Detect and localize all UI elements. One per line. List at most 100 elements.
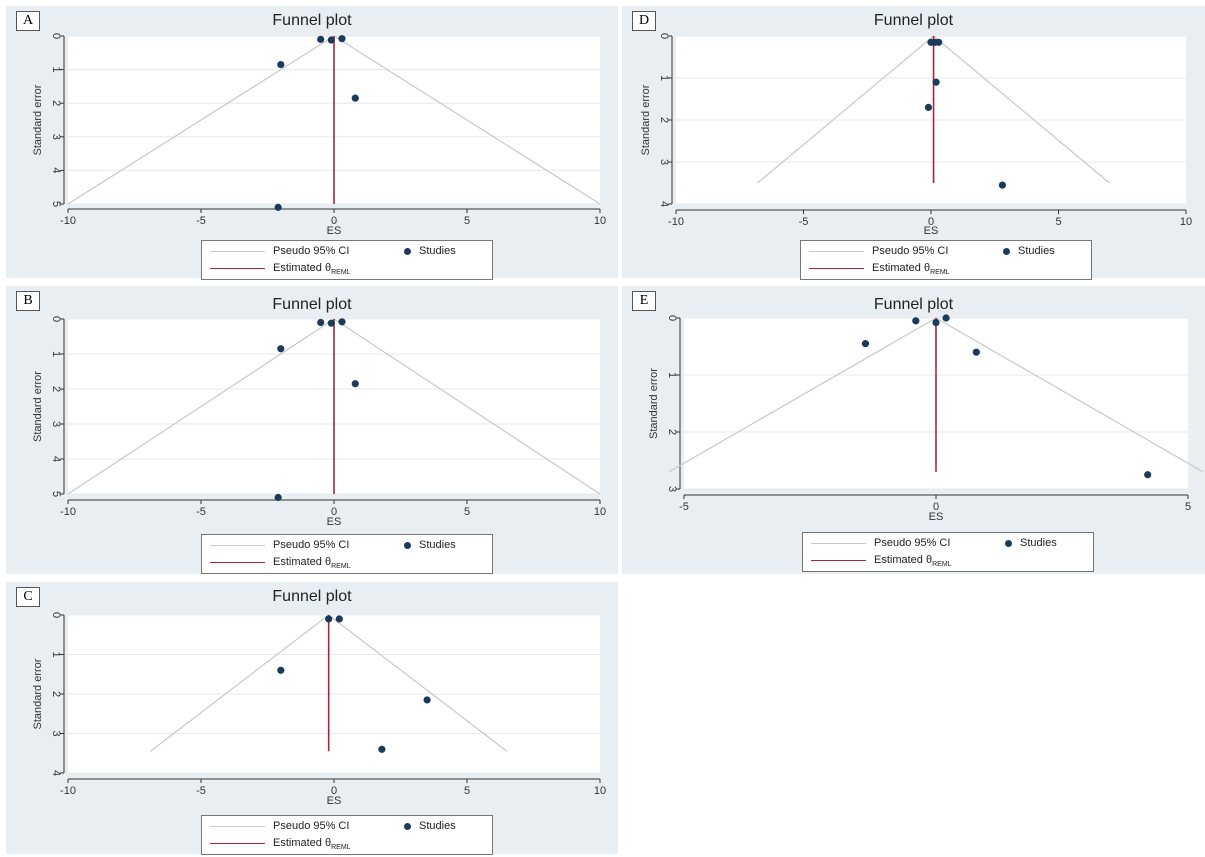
legend-ci-label: Pseudo 95% CI — [273, 539, 350, 551]
x-axis-label: ES — [327, 225, 342, 237]
x-tick-label: 10 — [594, 215, 606, 227]
legend-ci-label: Pseudo 95% CI — [273, 245, 350, 257]
legend-ci-swatch — [811, 542, 866, 544]
funnel-plot-svg: 0 1 2 3 4 Standard error -10 -5 0 5 10 ES — [32, 612, 606, 807]
legend-estimate-subscript: REML — [932, 561, 952, 569]
study-point — [327, 319, 335, 327]
legend-ci-label: Pseudo 95% CI — [872, 245, 949, 257]
x-axis-label: ES — [929, 511, 944, 523]
y-tick-label: 1 — [658, 75, 670, 81]
ci-line-right — [333, 35, 601, 205]
x-tick-label: 5 — [1055, 216, 1061, 228]
y-axis-label: Standard error — [648, 368, 660, 439]
study-point — [277, 345, 285, 353]
funnel-panel-d: D Funnel plot 0 1 2 3 4 Standard error -10 -5 0 5… — [622, 6, 1205, 280]
y-tick-label: 5 — [50, 201, 62, 207]
x-tick-label: 5 — [464, 506, 470, 518]
study-point — [274, 203, 282, 211]
x-tick-label: 10 — [594, 506, 606, 518]
legend-estimate-swatch — [210, 267, 265, 269]
study-point — [338, 318, 346, 326]
funnel-panel-c: C Funnel plot 0 1 2 3 4 Standard error -10 -5 0 5… — [6, 582, 618, 855]
funnel-panel-b: B Funnel plot 0 1 2 3 4 5 Standard error -10 -5 0… — [6, 286, 618, 574]
panel-letter: E — [632, 291, 656, 311]
legend: Pseudo 95% CI Studies Estimated θREML — [201, 240, 493, 280]
study-point — [998, 181, 1006, 189]
legend-ci-entry: Pseudo 95% CI — [809, 244, 948, 258]
panel-letter: A — [16, 11, 40, 31]
legend-estimate-swatch — [210, 561, 265, 563]
legend-studies-entry: Studies — [404, 538, 456, 552]
y-tick-label: 4 — [50, 167, 62, 173]
y-tick-label: 0 — [658, 33, 670, 39]
panel-letter: D — [632, 11, 656, 31]
legend-estimate-entry: Estimated θREML — [210, 836, 351, 855]
legend: Pseudo 95% CI Studies Estimated θREML — [201, 534, 493, 574]
study-point — [924, 103, 933, 111]
chart-title: Funnel plot — [272, 12, 352, 29]
legend-estimate-label: Estimated θ — [273, 556, 332, 568]
legend-ci-label: Pseudo 95% CI — [874, 537, 951, 549]
y-axis-label: Standard error — [32, 658, 44, 729]
study-point — [277, 666, 285, 674]
legend-studies-marker — [1003, 247, 1010, 255]
legend-studies-label: Studies — [419, 245, 456, 257]
study-point — [932, 78, 940, 86]
study-point — [317, 35, 325, 43]
study-point — [351, 380, 359, 388]
chart-title: Funnel plot — [272, 588, 352, 605]
study-point — [327, 36, 335, 44]
legend-studies-marker — [1005, 539, 1012, 547]
y-tick-label: 3 — [658, 159, 670, 165]
panel-letter: C — [16, 587, 40, 607]
x-tick-label: -5 — [679, 501, 689, 513]
x-tick-label: -10 — [60, 215, 76, 227]
x-tick-label: 0 — [933, 501, 939, 513]
panel-letter: B — [16, 291, 40, 311]
legend-studies-marker — [404, 541, 411, 549]
ci-line-left — [67, 35, 335, 205]
study-point — [942, 314, 950, 322]
ci-line-right — [935, 317, 1204, 473]
legend-estimate-subscript: REML — [331, 269, 351, 277]
legend-studies-label: Studies — [1020, 537, 1057, 549]
x-tick-label: -5 — [799, 216, 809, 228]
x-tick-label: -5 — [196, 785, 206, 797]
legend-studies-marker — [404, 247, 411, 255]
legend-studies-label: Studies — [419, 820, 456, 832]
legend-studies-entry: Studies — [404, 819, 456, 833]
funnel-plot-svg: 0 1 2 3 Standard error -5 0 5 ES — [648, 314, 1204, 523]
study-point — [378, 745, 386, 753]
legend-estimate-swatch — [811, 559, 866, 561]
y-tick-label: 0 — [666, 315, 678, 321]
study-point — [935, 38, 943, 46]
study-point — [317, 318, 325, 327]
funnel-plot-svg: 0 1 2 3 4 5 Standard error -10 -5 0 5 10 ES — [32, 33, 606, 237]
legend-studies-entry: Studies — [404, 244, 456, 258]
x-tick-label: -5 — [196, 506, 206, 518]
legend-estimate-entry: Estimated θREML — [811, 553, 952, 572]
study-point — [351, 94, 359, 102]
study-point — [1144, 471, 1152, 479]
study-point — [423, 696, 431, 704]
legend-ci-entry: Pseudo 95% CI — [811, 536, 950, 550]
y-tick-label: 5 — [50, 491, 62, 497]
x-tick-label: 5 — [1185, 501, 1191, 513]
y-tick-label: 2 — [50, 386, 62, 392]
legend-estimate-label: Estimated θ — [273, 837, 332, 849]
chart-title: Funnel plot — [873, 12, 954, 29]
legend-studies-entry: Studies — [1003, 244, 1055, 258]
x-tick-label: 10 — [594, 785, 606, 797]
ci-line-right — [933, 35, 1110, 184]
y-tick-label: 0 — [50, 612, 62, 618]
legend-estimate-entry: Estimated θREML — [809, 261, 950, 280]
x-tick-label: 10 — [1180, 216, 1192, 228]
ci-line-left — [67, 318, 335, 495]
y-tick-label: 4 — [658, 201, 670, 207]
study-point — [335, 615, 343, 623]
legend: Pseudo 95% CI Studies Estimated θREML — [800, 240, 1092, 280]
legend-estimate-swatch — [809, 267, 864, 269]
funnel-plot-svg: 0 1 2 3 4 5 Standard error -10 -5 0 5 10 ES — [32, 316, 606, 528]
funnel-plot-svg: 0 1 2 3 4 Standard error -10 -5 0 5 10 ES — [640, 33, 1192, 237]
chart-title: Funnel plot — [272, 296, 352, 313]
